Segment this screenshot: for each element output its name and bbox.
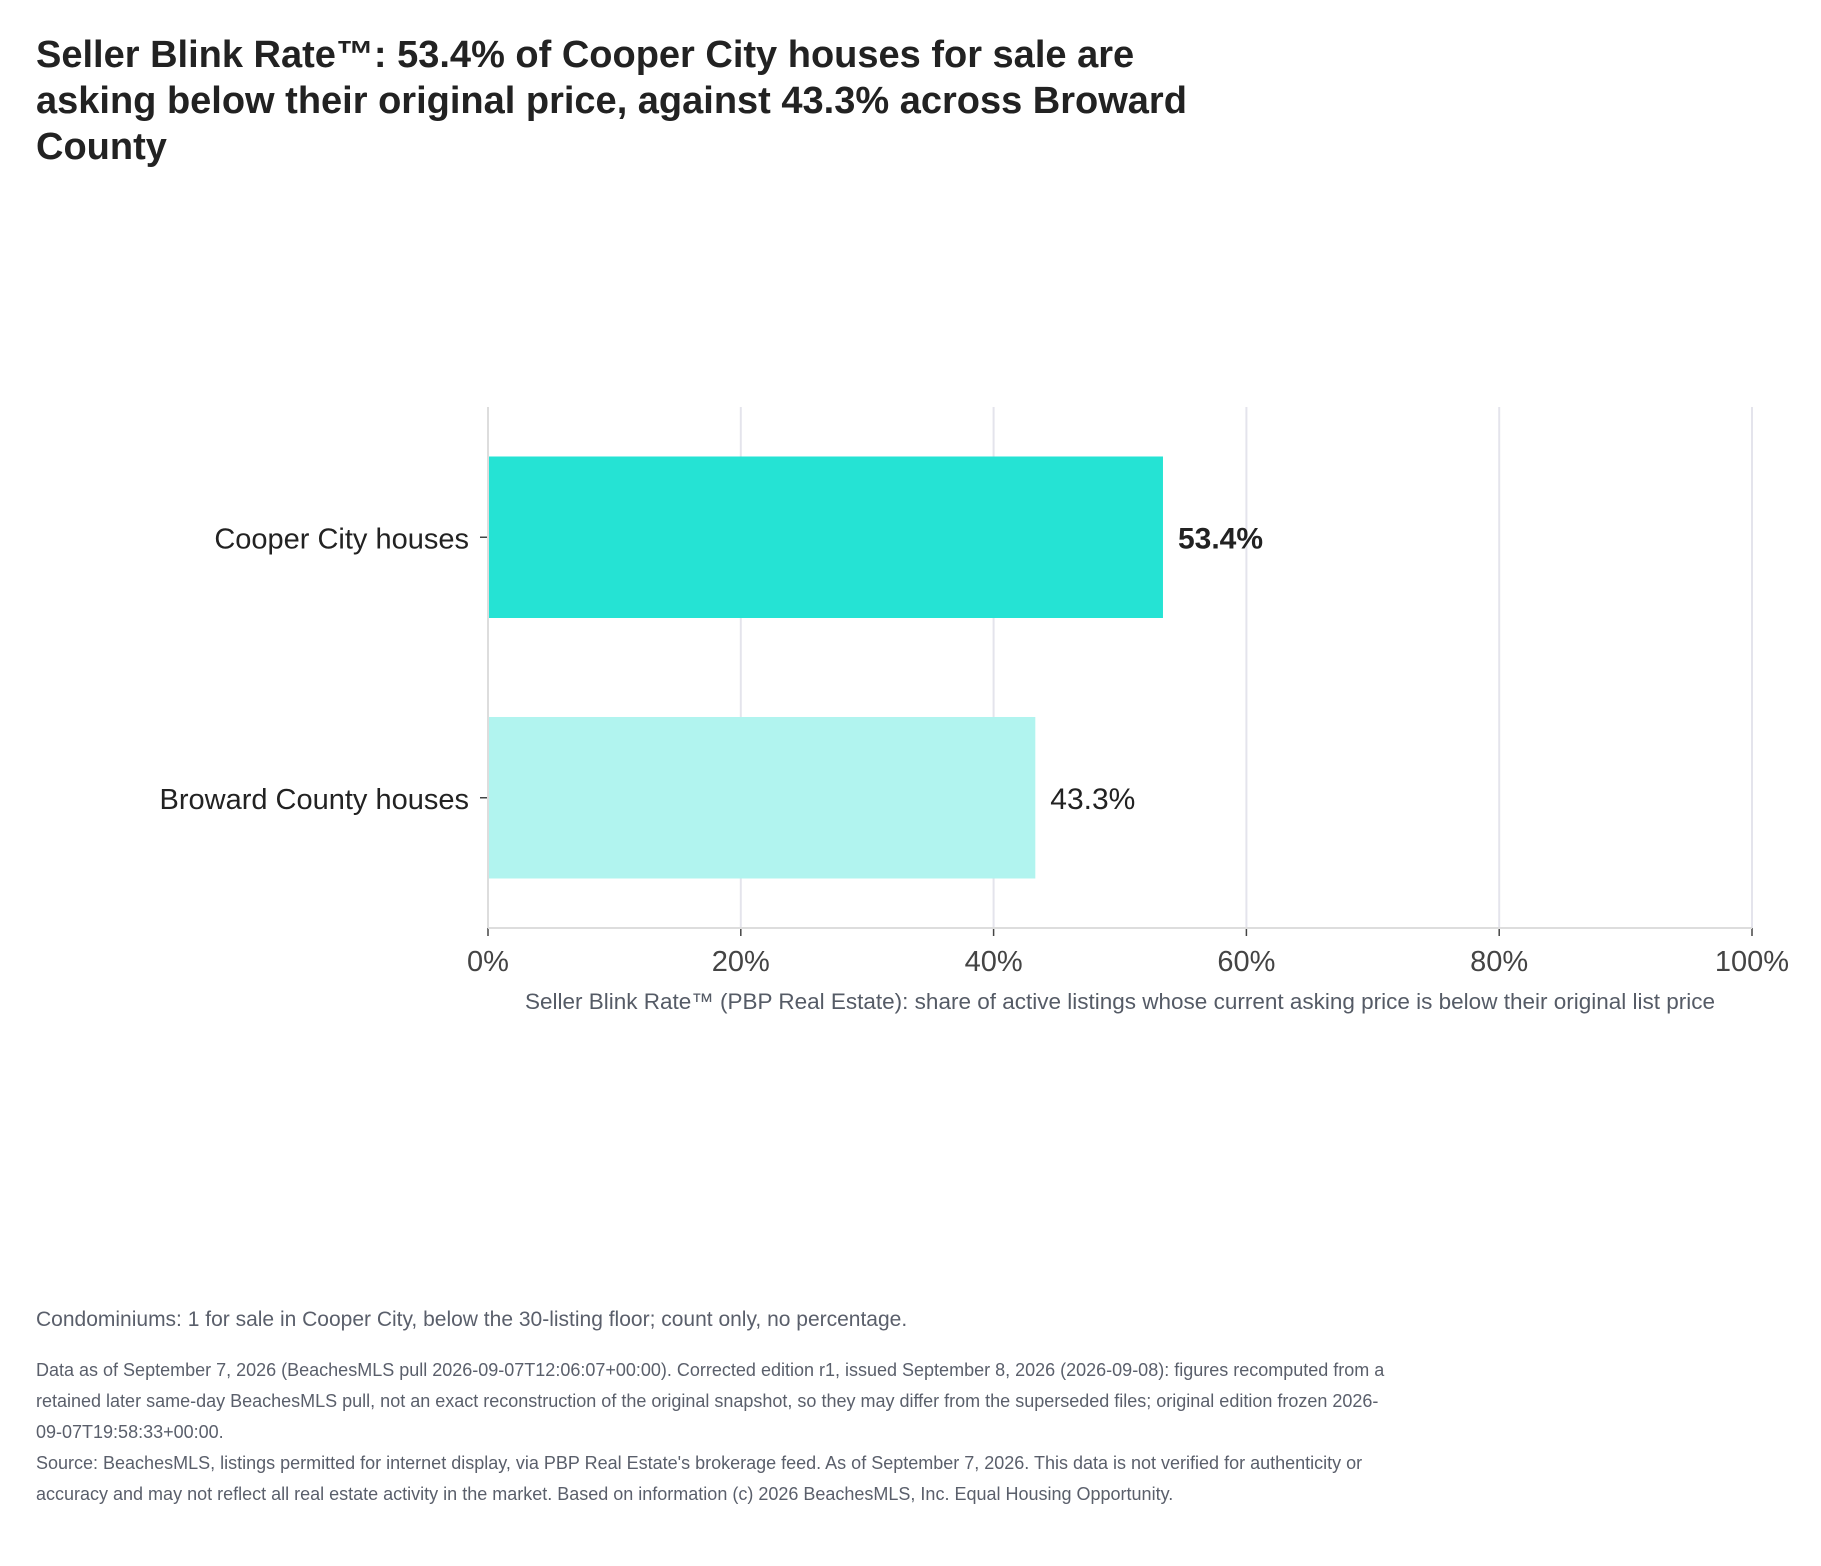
bar [488,716,1036,879]
data-as-of-note: Data as of September 7, 2026 (BeachesMLS… [36,1360,1385,1442]
chart-title: Seller Blink Rate™: 53.4% of Cooper City… [36,34,1187,168]
source-note: Source: BeachesMLS, listings permitted f… [36,1453,1363,1504]
y-category-label: Cooper City houses [214,523,469,555]
x-tick-label: 20% [712,946,770,978]
bar [488,456,1163,619]
x-axis-label: Seller Blink Rate™ (PBP Real Estate): sh… [525,989,1715,1014]
data-label: 43.3% [1050,783,1135,816]
bars: 53.4% 43.3% [488,456,1263,879]
y-category-label: Broward County houses [160,784,470,816]
x-tick-label: 80% [1470,946,1528,978]
bar-chart: 53.4% 43.3% 0% 20% 40% 60% 80% 100% Cooper City… [160,407,1789,1014]
x-tick-label: 100% [1715,946,1789,978]
condo-note: Condominiums: 1 for sale in Cooper City,… [36,1308,908,1331]
data-label: 53.4% [1178,522,1263,555]
x-tick-label: 40% [965,946,1023,978]
x-tick-label: 60% [1217,946,1275,978]
axes: 0% 20% 40% 60% 80% 100% Cooper City houses Brow… [160,407,1789,978]
x-tick-label: 0% [467,946,509,978]
